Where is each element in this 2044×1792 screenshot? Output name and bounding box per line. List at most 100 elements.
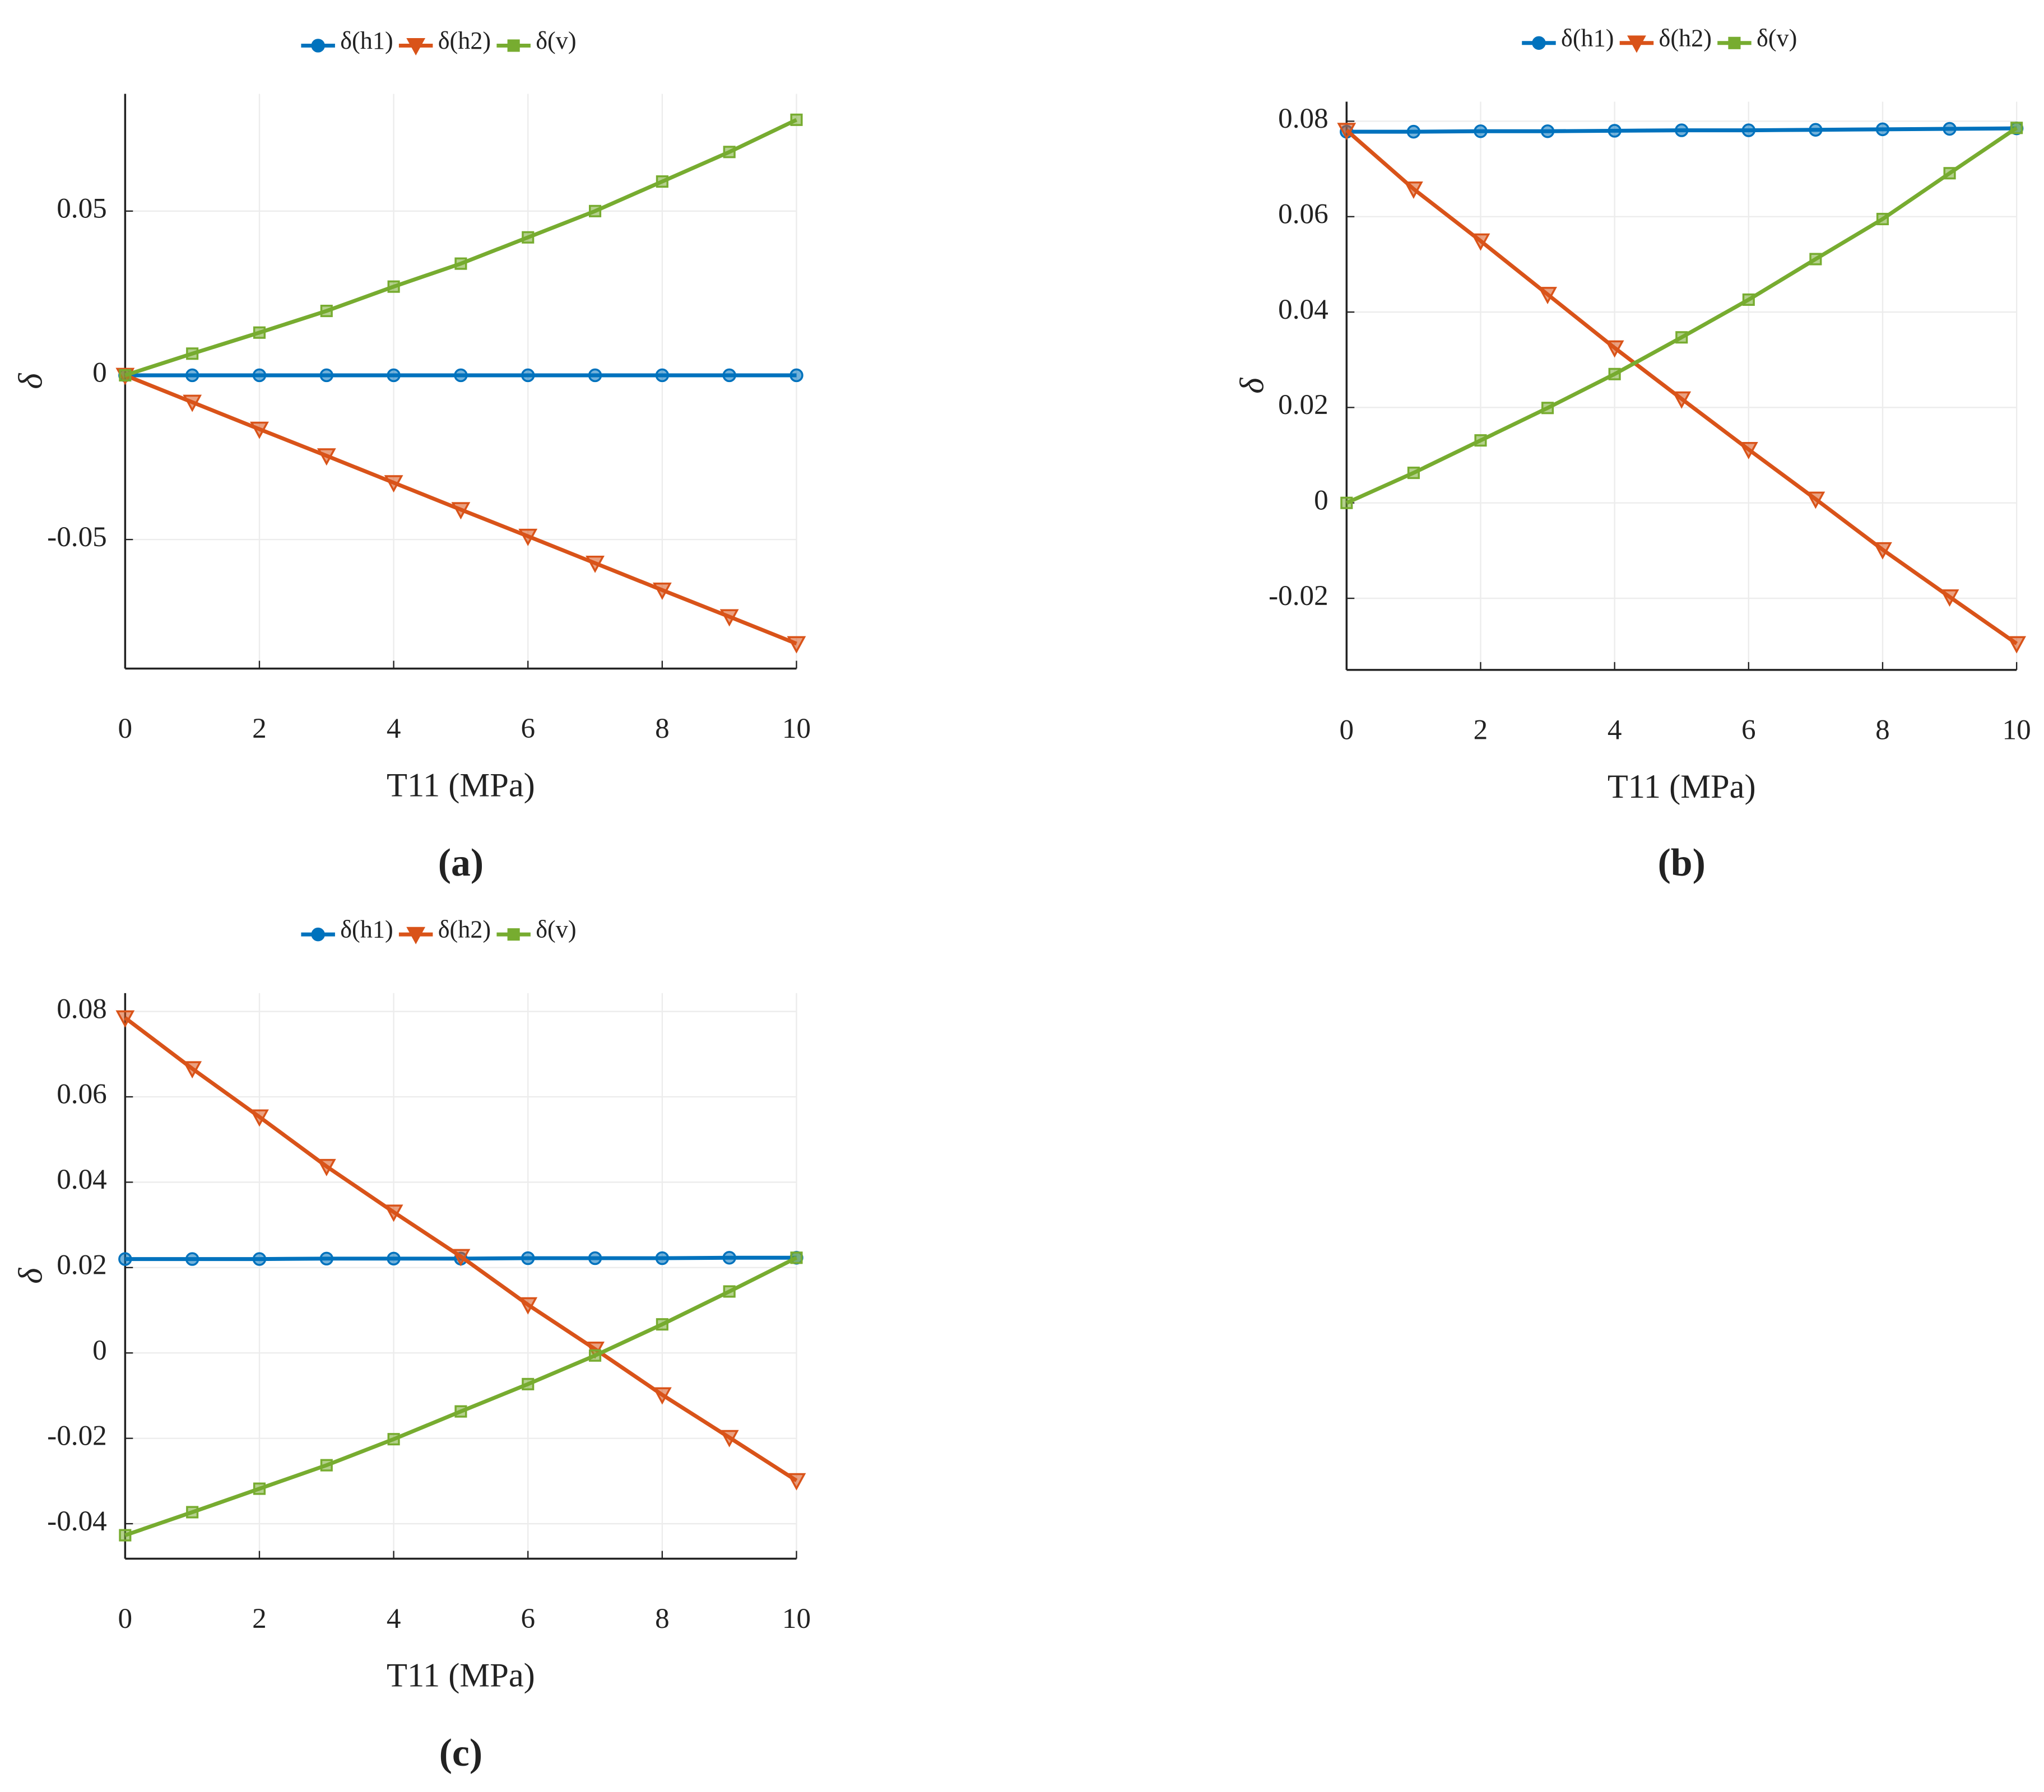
x-tick-label: 0	[1340, 714, 1354, 746]
marker	[652, 1387, 672, 1405]
marker	[1471, 233, 1490, 251]
y-tick-label: 0.06	[57, 1078, 107, 1110]
marker	[1532, 36, 1546, 50]
x-tick-label: 2	[1474, 714, 1488, 746]
marker	[588, 1251, 602, 1265]
marker	[1943, 122, 1957, 136]
y-tick-label: -0.02	[47, 1419, 107, 1451]
marker	[1809, 253, 1822, 266]
marker	[589, 1349, 602, 1362]
marker	[723, 146, 736, 159]
marker	[1406, 124, 1421, 139]
marker	[250, 421, 269, 439]
legend-label: δ(h1)	[1561, 24, 1614, 52]
x-tick-label: 0	[118, 713, 133, 744]
marker	[185, 368, 199, 383]
marker	[790, 113, 803, 126]
marker	[454, 368, 468, 383]
marker	[319, 1251, 334, 1266]
marker	[387, 1251, 401, 1266]
marker	[522, 231, 535, 244]
x-tick-label: 10	[782, 713, 811, 744]
y-tick-label: -0.05	[47, 521, 107, 553]
y-tick-label: 0.04	[57, 1163, 107, 1195]
y-tick-label: 0.04	[1278, 294, 1328, 325]
y-tick-label: -0.02	[1269, 580, 1328, 612]
legend-label: δ(h2)	[1659, 24, 1712, 52]
legend-label: δ(v)	[1757, 24, 1797, 52]
marker	[1608, 367, 1621, 380]
marker	[1605, 340, 1624, 358]
marker	[311, 927, 325, 942]
marker	[719, 1430, 739, 1447]
marker	[656, 1318, 668, 1331]
marker	[387, 1433, 400, 1446]
marker	[518, 528, 538, 546]
marker	[507, 39, 520, 52]
x-tick-label: 0	[118, 1603, 133, 1635]
x-tick-label: 4	[387, 713, 401, 744]
series-line	[124, 118, 798, 378]
marker	[722, 1251, 736, 1265]
marker	[2010, 122, 2023, 134]
caption: (b)	[1658, 841, 1706, 885]
marker	[655, 1251, 670, 1265]
marker	[1806, 491, 1825, 509]
marker	[1873, 542, 1892, 560]
marker	[183, 1061, 202, 1079]
marker	[311, 39, 325, 53]
marker	[1337, 123, 1357, 141]
marker	[586, 555, 605, 573]
marker	[787, 636, 806, 654]
marker	[317, 448, 336, 466]
x-tick-label: 10	[782, 1603, 811, 1635]
marker	[319, 368, 334, 383]
marker	[253, 326, 266, 339]
marker	[1728, 36, 1741, 49]
marker	[1407, 467, 1420, 480]
marker	[2007, 636, 2027, 654]
legend-label: δ(v)	[536, 916, 576, 943]
marker	[1741, 123, 1756, 137]
marker	[1875, 122, 1890, 137]
marker	[589, 204, 602, 217]
y-tick-label: 0.05	[57, 193, 107, 225]
marker	[1809, 123, 1823, 137]
series-line	[1345, 126, 2018, 505]
y-tick-label: -0.04	[47, 1505, 107, 1537]
marker	[655, 368, 670, 383]
y-tick-label: 0.06	[1278, 198, 1328, 230]
marker	[1943, 167, 1956, 180]
chart-panel: 0 2 4 6 8 10 -0.04 -0.02 0 0.02 0.04 0.06 0.08 T11 (M…	[12, 916, 811, 1775]
marker	[185, 1252, 199, 1266]
legend-label: δ(h1)	[340, 27, 393, 54]
marker	[451, 502, 471, 520]
marker	[387, 368, 401, 383]
y-axis-label: δ	[12, 373, 49, 389]
legend: δ(h1) δ(h2) δ(v)	[301, 916, 577, 944]
legend-label: δ(v)	[536, 27, 576, 54]
marker	[522, 1377, 535, 1390]
caption: (c)	[439, 1732, 482, 1775]
marker	[1474, 434, 1487, 447]
legend-label: δ(h1)	[340, 916, 393, 943]
legend: δ(h1) δ(h2) δ(v)	[1522, 24, 1797, 53]
x-tick-label: 10	[2003, 714, 2031, 746]
x-tick-label: 6	[521, 1603, 535, 1635]
marker	[1672, 391, 1692, 409]
marker	[119, 1529, 132, 1542]
marker	[384, 475, 403, 493]
marker	[186, 347, 199, 360]
marker	[588, 368, 602, 383]
series-line	[1345, 128, 2018, 645]
marker	[1540, 124, 1555, 138]
x-tick-label: 2	[252, 713, 267, 744]
marker	[789, 368, 803, 383]
y-tick-label: 0.08	[1278, 103, 1328, 134]
marker	[406, 927, 426, 944]
marker	[1340, 496, 1353, 509]
marker	[1742, 293, 1755, 306]
marker	[1876, 212, 1889, 226]
